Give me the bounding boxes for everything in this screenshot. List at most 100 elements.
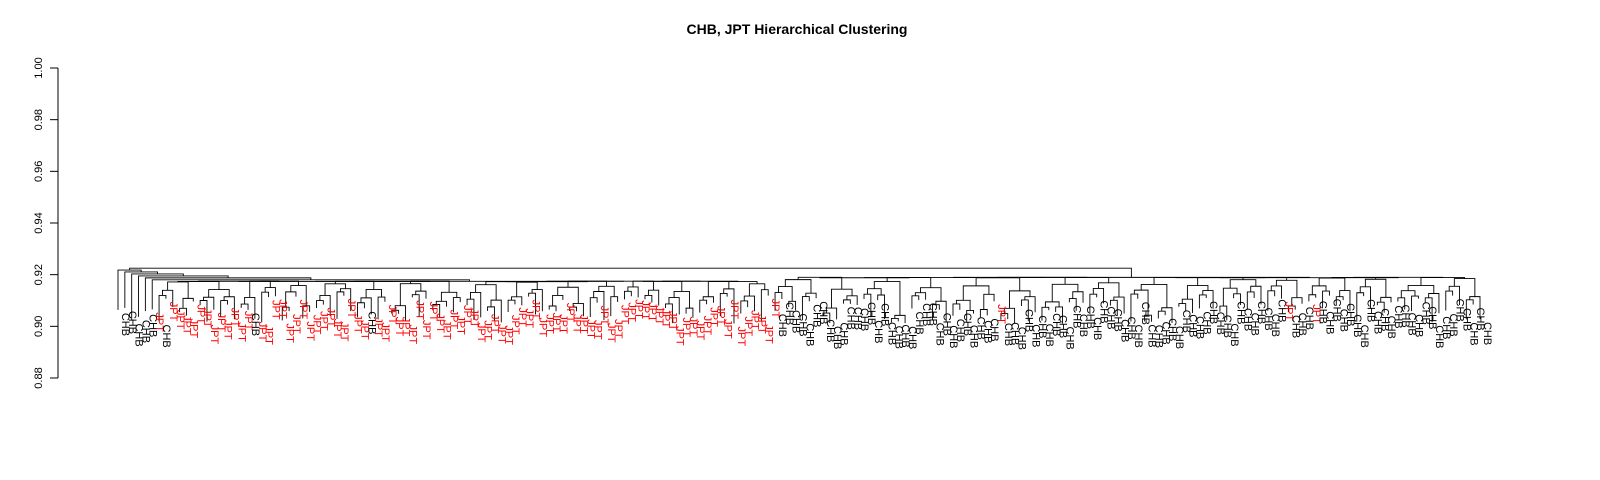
dendrogram-link: [1233, 293, 1241, 305]
leaf-label: JPT: [229, 308, 241, 328]
y-tick-label: 0.94: [33, 212, 45, 233]
leaf-label: CHB: [1214, 312, 1226, 335]
leaf-label: CHB: [790, 310, 802, 333]
leaf-label: CHB: [988, 318, 1000, 341]
leaf-label: CHB: [1235, 301, 1247, 324]
dendrogram-link: [1453, 278, 1476, 297]
leaf-label: JPT: [386, 305, 398, 325]
leaf-label: CHB: [838, 322, 850, 345]
dendrogram-link: [1178, 303, 1187, 312]
dendrogram-link: [1335, 296, 1344, 306]
y-tick-label: 0.96: [33, 161, 45, 182]
dendrogram-link: [1275, 279, 1298, 298]
dendrogram-link: [285, 291, 297, 308]
chart-title: CHB, JPT Hierarchical Clustering: [687, 21, 908, 37]
dendrogram-link: [822, 312, 831, 324]
leaf-label: JPT: [625, 302, 637, 322]
leaf-label: CHB: [1454, 299, 1466, 322]
dendrogram-link: [624, 290, 632, 300]
leaf-label: CHB: [1091, 317, 1103, 340]
leaf-label: JPT: [331, 319, 343, 339]
leaf-label: JPT: [495, 324, 507, 344]
dendrogram-link: [552, 295, 564, 307]
leaf-label: CHB: [1016, 327, 1028, 350]
y-tick-label: 0.98: [33, 109, 45, 130]
leaf-label: CHB: [803, 323, 815, 346]
dendrogram-link: [357, 302, 365, 318]
leaf-label: CHB: [1447, 313, 1459, 336]
leaf-label: CHB: [1029, 324, 1041, 347]
leaf-label: JPT: [290, 314, 302, 334]
leaf-label: CHB: [831, 326, 843, 349]
leaf-label: JPT: [523, 308, 535, 328]
leaf-label: JPT: [393, 317, 405, 337]
dendrogram-link: [894, 314, 906, 324]
leaf-label: CHB: [1022, 309, 1034, 332]
dendrogram-link: [158, 294, 167, 322]
leaf-label: CHB: [1481, 322, 1493, 345]
dendrogram-link: [740, 300, 749, 314]
dendrogram-link: [1113, 296, 1125, 314]
leaf-label: JPT: [359, 320, 371, 340]
leaf-label: CHB: [1057, 315, 1069, 338]
dendrogram-link: [1051, 283, 1079, 302]
leaf-label: CHB: [119, 313, 131, 336]
leaf-label: CHB: [1289, 315, 1301, 338]
leaf-label: CHB: [1426, 306, 1438, 329]
leaf-label: CHB: [865, 302, 877, 325]
dendrogram-link: [1041, 306, 1050, 321]
leaf-label: JPT: [543, 314, 555, 334]
leaf-label: CHB: [797, 313, 809, 336]
dendrogram-link: [177, 281, 220, 290]
leaf-label: CHB: [1413, 314, 1425, 337]
leaf-label: CHB: [1221, 315, 1233, 338]
leaf-label: CHB: [1064, 327, 1076, 350]
dendrogram-link: [952, 303, 961, 316]
leaf-label: CHB: [920, 303, 932, 326]
leaf-label: JPT: [153, 312, 165, 332]
dendrogram-link: [886, 277, 932, 288]
leaf-label: JPT: [317, 311, 329, 331]
leaf-label: CHB: [975, 317, 987, 340]
leaf-label: JPT: [311, 315, 323, 335]
dendrogram-link: [863, 293, 872, 318]
dendrogram-link: [846, 295, 858, 305]
dendrogram-link: [223, 296, 235, 320]
dendrogram-link: [644, 294, 653, 303]
leaf-label: JPT: [194, 305, 206, 325]
leaf-label: JPT: [516, 307, 528, 327]
dendrogram-link: [569, 306, 578, 312]
leaf-label: CHB: [1050, 313, 1062, 336]
leaf-label: CHB: [879, 303, 891, 326]
dendrogram-link: [1186, 285, 1209, 300]
dendrogram-link: [1311, 285, 1327, 295]
dendrogram-link: [162, 289, 174, 308]
dendrogram-link: [1411, 295, 1419, 312]
leaf-label: JPT: [639, 300, 651, 320]
leaf-label: JPT: [338, 322, 350, 342]
leaf-label: CHB: [133, 323, 145, 346]
dendrogram-link: [1246, 291, 1255, 310]
dendrogram-link: [548, 305, 557, 312]
leaf-label: JPT: [749, 310, 761, 330]
leaf-label: CHB: [886, 322, 898, 345]
dendrogram-link: [138, 275, 229, 317]
leaf-label: JPT: [509, 315, 521, 335]
leaf-label: JPT: [673, 326, 685, 346]
dendrogram-link: [647, 289, 660, 306]
leaf-label: CHB: [1173, 326, 1185, 349]
dendrogram-link: [743, 295, 755, 312]
dendrogram-link: [1068, 298, 1077, 311]
dendrogram-link: [673, 290, 690, 309]
leaf-label: JPT: [694, 321, 706, 341]
leaf-label: JPT: [345, 299, 357, 319]
leaf-label: CHB: [1330, 299, 1342, 322]
dendrogram-link: [203, 296, 215, 310]
leaf-label: CHB: [1111, 309, 1123, 332]
leaf-label: JPT: [584, 319, 596, 339]
leaf-label: CHB: [906, 326, 918, 349]
leaf-label: JPT: [461, 305, 473, 325]
leaf-label: JPT: [256, 322, 268, 342]
dendrogram-link: [1339, 290, 1351, 312]
leaf-label: JPT: [434, 313, 446, 333]
